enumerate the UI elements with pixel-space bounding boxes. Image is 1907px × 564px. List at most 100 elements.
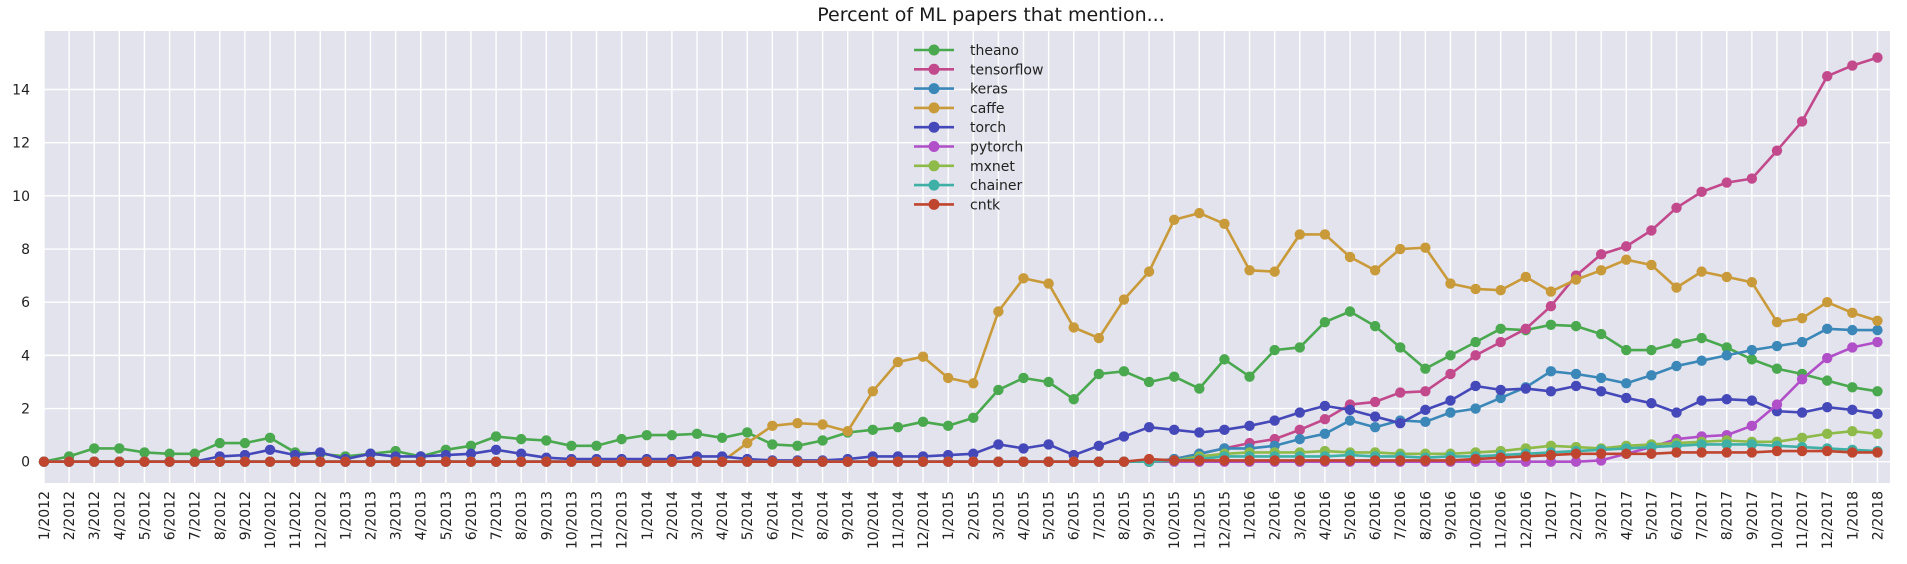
data-point-theano	[1570, 320, 1582, 332]
data-point-caffe	[1570, 274, 1582, 285]
x-tick-label: 2/2014	[665, 491, 681, 540]
legend-item-cntk: cntk	[914, 197, 1001, 213]
data-point-tensorflow	[1771, 145, 1783, 156]
data-point-caffe	[1796, 312, 1808, 324]
data-point-keras	[1420, 416, 1431, 428]
legend-label: pytorch	[970, 140, 1023, 156]
data-point-tensorflow	[1520, 323, 1532, 334]
data-point-tensorflow	[1671, 202, 1682, 214]
legend-marker	[928, 160, 940, 172]
data-point-torch	[1822, 402, 1833, 413]
data-point-cntk	[1219, 455, 1230, 466]
data-point-caffe	[1847, 307, 1858, 319]
data-point-keras	[1771, 340, 1783, 352]
data-point-caffe	[1545, 286, 1557, 297]
data-point-caffe	[1244, 265, 1255, 276]
data-point-theano	[1646, 344, 1657, 356]
data-point-theano	[742, 427, 753, 438]
data-point-theano	[1420, 363, 1431, 374]
data-point-theano	[541, 435, 552, 446]
data-point-tensorflow	[1420, 386, 1431, 397]
data-point-keras	[1696, 355, 1707, 366]
data-point-theano	[1470, 336, 1481, 348]
x-tick-label: 8/2016	[1418, 491, 1434, 540]
data-point-caffe	[1495, 285, 1506, 296]
data-point-cntk	[340, 456, 351, 467]
data-point-caffe	[1093, 332, 1105, 344]
x-tick-label: 1/2012	[37, 491, 53, 540]
data-point-theano	[1746, 354, 1758, 365]
x-tick-label: 10/2016	[1469, 491, 1485, 549]
x-tick-label: 8/2015	[1117, 491, 1133, 540]
data-point-cntk	[1018, 456, 1029, 467]
data-point-pytorch	[1847, 342, 1858, 353]
data-point-torch	[1344, 404, 1356, 416]
data-point-cntk	[1570, 448, 1582, 459]
data-point-theano	[264, 432, 276, 443]
data-point-theano	[767, 439, 778, 450]
y-tick-label: 4	[21, 348, 30, 364]
x-tick-label: 3/2014	[690, 491, 706, 540]
data-point-tensorflow	[1369, 396, 1381, 408]
data-point-theano	[892, 421, 904, 433]
data-point-theano	[716, 432, 728, 443]
data-point-tensorflow	[1696, 186, 1707, 198]
data-point-torch	[1118, 431, 1130, 442]
data-point-pytorch	[1822, 352, 1833, 364]
data-point-cntk	[1545, 449, 1557, 461]
series-cntk	[38, 445, 1883, 467]
series-group	[38, 52, 1883, 467]
data-point-mxnet	[1847, 425, 1858, 437]
data-point-caffe	[1219, 218, 1230, 229]
x-tick-label: 9/2017	[1745, 491, 1761, 540]
x-tick-label: 11/2013	[590, 491, 606, 549]
data-point-torch	[1219, 424, 1230, 436]
legend-item-keras: keras	[914, 82, 1008, 98]
y-tick-label: 6	[21, 295, 30, 311]
data-point-caffe	[892, 356, 904, 368]
data-point-cntk	[390, 456, 401, 467]
legend-item-caffe: caffe	[914, 101, 1005, 117]
data-point-cntk	[641, 456, 652, 467]
data-point-torch	[264, 444, 276, 455]
data-point-theano	[817, 435, 828, 446]
data-point-keras	[1495, 392, 1506, 404]
data-point-cntk	[942, 456, 954, 467]
x-tick-label: 4/2015	[1017, 491, 1033, 540]
data-point-cntk	[440, 456, 452, 467]
data-point-cntk	[1696, 447, 1707, 458]
x-tick-label: 2/2015	[966, 491, 982, 540]
x-tick-label: 5/2014	[740, 491, 756, 540]
data-point-pytorch	[1570, 456, 1582, 467]
data-point-cntk	[892, 456, 904, 467]
x-tick-label: 1/2015	[941, 491, 957, 540]
data-point-caffe	[1520, 271, 1532, 283]
y-tick-label: 12	[12, 136, 30, 152]
data-point-cntk	[465, 456, 477, 467]
data-point-theano	[239, 437, 251, 449]
data-point-tensorflow	[1646, 225, 1657, 236]
data-point-keras	[1872, 324, 1883, 336]
legend-label: chainer	[970, 178, 1023, 194]
data-point-caffe	[1369, 265, 1381, 276]
data-point-torch	[1495, 384, 1506, 396]
data-point-theano	[164, 448, 175, 459]
data-point-cntk	[1721, 447, 1732, 458]
data-point-theano	[465, 440, 477, 451]
x-tick-label: 2/2017	[1569, 491, 1585, 540]
x-tick-label: 6/2014	[765, 491, 781, 540]
data-point-caffe	[1194, 207, 1205, 219]
legend-marker	[928, 179, 940, 191]
x-tick-label: 9/2012	[238, 491, 254, 540]
x-tick-label: 4/2014	[715, 491, 731, 540]
data-point-keras	[1545, 366, 1557, 377]
legend-item-torch: torch	[914, 120, 1006, 136]
data-point-caffe	[993, 306, 1004, 317]
data-point-keras	[1369, 421, 1381, 433]
data-point-cntk	[591, 456, 602, 467]
x-tick-label: 5/2016	[1343, 491, 1359, 540]
data-point-theano	[1671, 338, 1682, 349]
data-point-cntk	[189, 456, 200, 467]
legend-label: mxnet	[970, 159, 1015, 175]
